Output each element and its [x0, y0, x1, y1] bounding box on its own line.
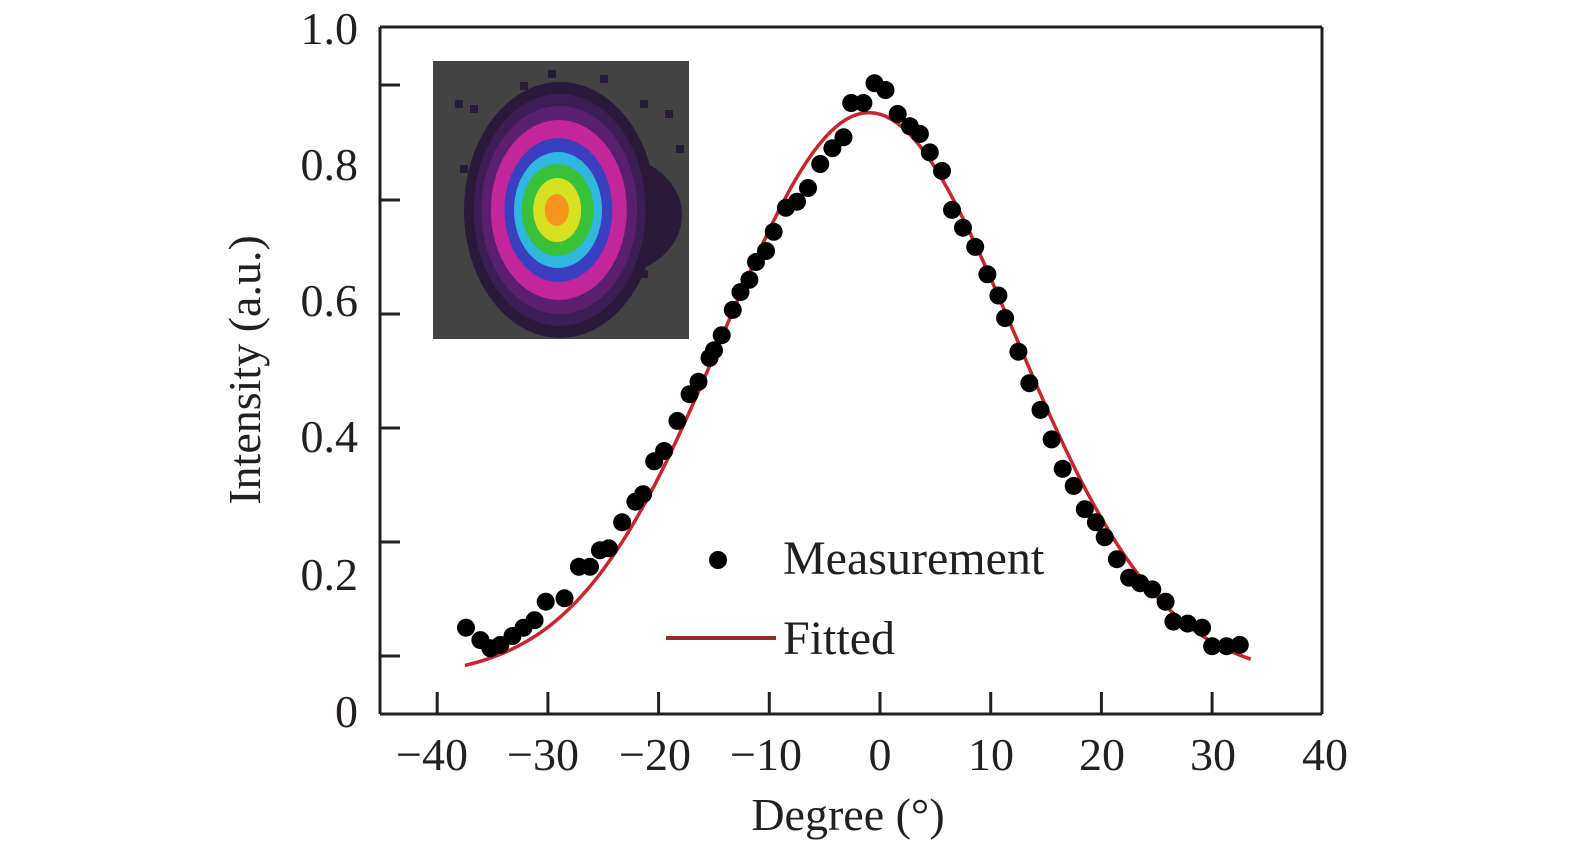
legend-measurement-marker	[709, 551, 727, 569]
measurement-point	[1164, 612, 1183, 631]
measurement-point	[943, 200, 961, 219]
measurement-point	[996, 309, 1015, 328]
measurement-point	[1031, 400, 1050, 419]
legend-measurement-label: Measurement	[783, 532, 1045, 585]
measurement-point	[689, 372, 708, 391]
inset-noise-pixel	[548, 70, 556, 78]
measurement-point	[1203, 637, 1222, 656]
measurement-point	[757, 242, 775, 260]
x-tick-label: −40	[396, 729, 468, 780]
inset-ring	[544, 194, 569, 226]
inset-noise-pixel	[640, 100, 648, 108]
inset-noise-pixel	[640, 270, 648, 278]
y-tick-labels: 0 0.2 0.4 0.6 0.8 1.0	[301, 3, 359, 737]
fitted-curve	[464, 110, 1252, 668]
legend-fitted-label: Fitted	[783, 612, 895, 665]
inset-noise-pixel	[455, 100, 463, 108]
inset-noise-pixel	[676, 145, 684, 153]
x-tick-labels: −40 −30 −20 −10 0 10 20 30 40	[396, 729, 1348, 780]
measurement-point	[811, 155, 830, 173]
x-tick-label: 0	[869, 729, 892, 780]
measurement-point	[1143, 580, 1162, 599]
measurement-point	[1095, 528, 1114, 547]
y-tick-label: 0.2	[301, 549, 359, 600]
x-tick-label: −10	[730, 729, 802, 780]
measurement-point	[1156, 592, 1175, 611]
inset-noise-pixel	[460, 165, 468, 173]
measurement-point	[978, 265, 997, 284]
measurement-point	[823, 139, 842, 158]
inset-noise-pixel	[470, 105, 478, 113]
y-tick-label: 0.6	[301, 275, 359, 326]
measurement-point	[888, 105, 907, 123]
inset-noise-pixel	[600, 75, 608, 83]
measurement-point	[723, 300, 742, 319]
inset-noise-pixel	[520, 82, 528, 90]
x-tick-label: −30	[507, 729, 579, 780]
y-tick-label: 0.8	[301, 139, 359, 190]
measurement-points	[457, 74, 1249, 658]
measurement-point	[834, 128, 853, 147]
y-tick-label: 0.4	[301, 411, 359, 462]
measurement-point	[1086, 513, 1105, 532]
measurement-point	[680, 385, 699, 404]
measurement-point	[1230, 635, 1249, 654]
measurement-point	[536, 592, 555, 611]
measurement-point	[740, 270, 759, 289]
y-tick-label: 0	[335, 686, 358, 737]
inset-beam-profile	[433, 61, 689, 339]
measurement-point	[1020, 374, 1039, 393]
x-tick-label: −20	[619, 729, 691, 780]
y-ticks	[380, 83, 400, 658]
measurement-point	[705, 341, 723, 360]
x-tick-label: 40	[1302, 729, 1348, 780]
measurement-point	[1009, 342, 1028, 361]
measurement-point	[655, 442, 674, 460]
measurement-point	[457, 618, 475, 637]
measurement-point	[788, 192, 806, 211]
measurement-point	[954, 218, 972, 237]
measurement-point	[599, 539, 618, 558]
measurement-point	[1107, 550, 1126, 569]
measurement-point	[876, 81, 895, 99]
x-tick-label: 20	[1079, 729, 1125, 780]
measurement-point	[920, 143, 939, 162]
axes-frame	[378, 25, 1324, 716]
measurement-point	[1075, 500, 1094, 519]
measurement-point	[581, 557, 599, 576]
measurement-point	[555, 589, 574, 608]
measurement-point	[1064, 476, 1083, 495]
measurement-point	[525, 611, 544, 630]
measurement-point	[712, 326, 731, 345]
legend: Measurement Fitted	[666, 532, 1045, 665]
measurement-point	[854, 94, 873, 112]
measurement-point	[1053, 459, 1072, 478]
measurement-point	[966, 237, 985, 256]
y-tick-label: 1.0	[301, 3, 359, 54]
x-ticks	[435, 692, 1214, 714]
y-axis-title: Intensity (a.u.)	[219, 235, 270, 505]
x-tick-label: 10	[968, 729, 1014, 780]
measurement-point	[933, 161, 951, 180]
measurement-point	[764, 222, 783, 241]
measurement-point	[1193, 618, 1212, 637]
measurement-point	[668, 411, 687, 430]
measurement-point	[1178, 614, 1197, 633]
measurement-point	[799, 179, 817, 197]
measurement-point	[1217, 637, 1236, 656]
x-axis-title: Degree (°)	[751, 789, 944, 840]
measurement-point	[613, 513, 632, 532]
x-tick-label: 30	[1190, 729, 1236, 780]
measurement-point	[634, 485, 653, 504]
measurement-point	[989, 286, 1008, 305]
measurement-point	[910, 124, 929, 143]
measurement-point	[1042, 430, 1061, 449]
inset-noise-pixel	[665, 110, 673, 118]
